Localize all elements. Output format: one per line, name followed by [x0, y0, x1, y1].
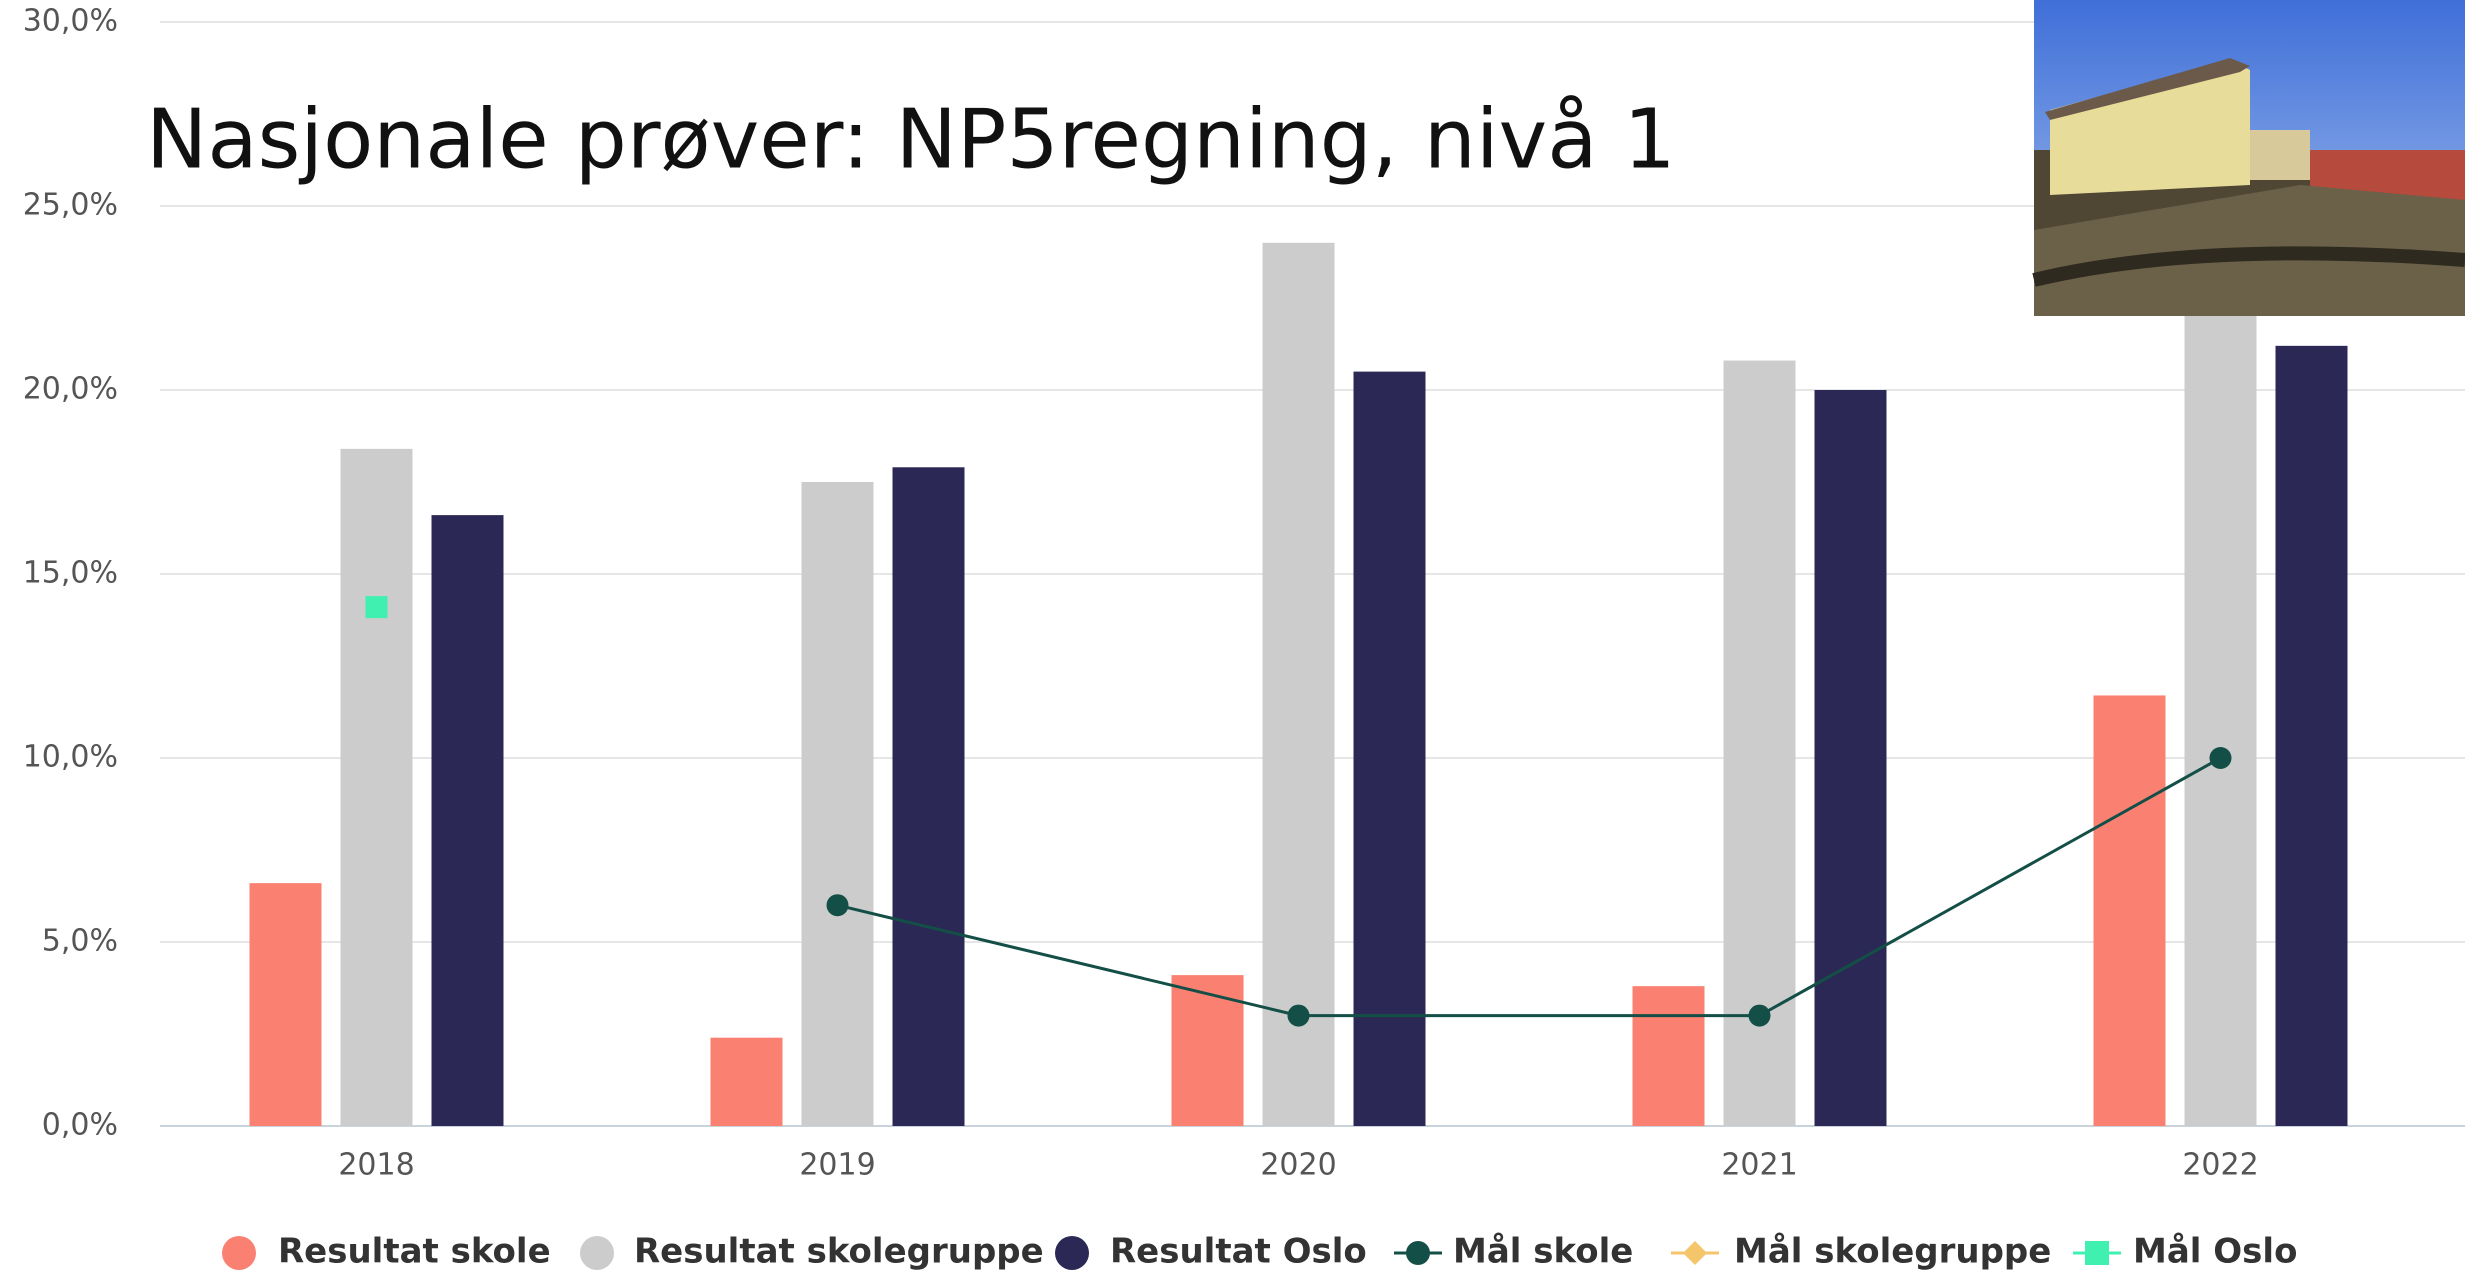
bar: [249, 883, 322, 1126]
x-tick-label: 2021: [1721, 1148, 1797, 1183]
legend-item: Mål skole: [1394, 1232, 1633, 1272]
legend-label: Resultat skolegruppe: [634, 1232, 1044, 1272]
legend-item: Mål Oslo: [2073, 1232, 2297, 1272]
marker: [2209, 747, 2232, 769]
y-tick-label: 15,0%: [23, 556, 118, 591]
marker: [826, 894, 849, 917]
bar: [801, 482, 874, 1126]
x-tick-label: 2022: [2182, 1148, 2258, 1183]
bar: [431, 515, 504, 1126]
y-tick-label: 10,0%: [23, 740, 118, 775]
x-tick-label: 2018: [338, 1148, 414, 1183]
legend-label: Mål skolegruppe: [1734, 1232, 2051, 1272]
y-tick-label: 30,0%: [23, 4, 118, 39]
y-tick-label: 0,0%: [42, 1108, 118, 1143]
bar: [1814, 390, 1887, 1126]
plot-area: 0,0% 5,0% 10,0% 15,0% 20,0% 25,0% 30,0% 2018 201…: [23, 4, 2465, 1183]
legend-label: Mål Oslo: [2133, 1232, 2297, 1272]
bar: [1171, 975, 1244, 1126]
marker: [365, 596, 388, 619]
bar: [340, 448, 413, 1126]
legend-marker: [1406, 1241, 1430, 1265]
bar: [892, 467, 965, 1126]
legend-swatch: [580, 1236, 614, 1270]
marker: [1748, 1004, 1771, 1027]
legend-swatch: [1055, 1236, 1089, 1270]
x-tick-label: 2019: [799, 1148, 875, 1183]
school-photo: [2032, 0, 2465, 316]
bar: [2093, 695, 2166, 1126]
legend-marker: [1683, 1241, 1707, 1265]
y-tick-label: 20,0%: [23, 372, 118, 407]
bar: [1632, 986, 1705, 1126]
bar: [2184, 298, 2257, 1126]
legend-item: Resultat Oslo: [1055, 1232, 1367, 1272]
chart-title: Nasjonale prøver: NP5regning, nivå 1: [146, 92, 1676, 187]
legend-item: Resultat skolegruppe: [580, 1232, 1044, 1272]
legend-swatch: [222, 1236, 256, 1270]
legend-item: Resultat skole: [222, 1232, 551, 1272]
x-tick-label: 2020: [1260, 1148, 1336, 1183]
y-tick-label: 25,0%: [23, 188, 118, 223]
legend-marker: [2085, 1241, 2109, 1265]
legend-label: Mål skole: [1453, 1232, 1633, 1272]
bar: [1262, 242, 1335, 1127]
legend-item: Mål skolegruppe: [1671, 1232, 2051, 1272]
marker: [1287, 1004, 1310, 1027]
bar: [2275, 345, 2348, 1127]
y-tick-label: 5,0%: [42, 924, 118, 959]
legend-label: Resultat Oslo: [1110, 1232, 1367, 1272]
bar: [710, 1037, 783, 1126]
bar: [1353, 371, 1426, 1127]
legend-label: Resultat skole: [278, 1232, 551, 1272]
line: [837, 756, 2222, 1018]
bar: [1723, 360, 1796, 1126]
